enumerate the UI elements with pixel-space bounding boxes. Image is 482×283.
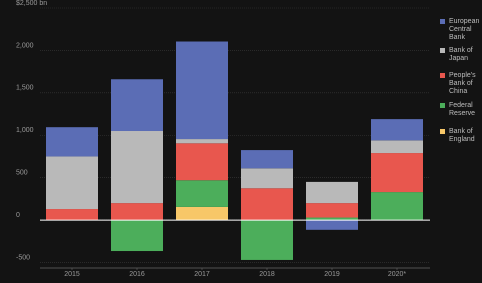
legend-swatch <box>440 19 445 24</box>
legend-item: Federal Reserve <box>440 102 482 118</box>
y-tick-label: 500 <box>16 170 28 177</box>
bar-segment <box>111 79 163 132</box>
bar-segment <box>176 41 228 140</box>
y-tick-label: -500 <box>16 254 30 261</box>
legend-label: People's Bank of China <box>449 72 476 95</box>
bar-segment <box>46 209 98 221</box>
bar-segment <box>306 220 358 230</box>
x-tick-label: 2016 <box>129 271 145 278</box>
bar-segment <box>111 203 163 221</box>
bar-segment <box>241 168 293 189</box>
legend-swatch <box>440 103 445 108</box>
bar-segment <box>111 131 163 204</box>
legend-label: European Central Bank <box>449 18 480 41</box>
bar-segment <box>176 206 228 221</box>
y-tick-label: 1,500 <box>16 85 34 92</box>
legend-swatch <box>440 129 445 134</box>
y-tick-label: 1,000 <box>16 127 34 134</box>
bar-segment <box>46 127 98 157</box>
bar-segment <box>371 153 423 193</box>
bar-segment <box>46 156 98 210</box>
bar-segment <box>371 140 423 154</box>
bar-segment <box>306 217 358 221</box>
legend-item: European Central Bank <box>440 18 482 42</box>
legend-item: People's Bank of China <box>440 72 482 96</box>
legend-item: Bank of England <box>440 128 482 144</box>
bar-segment <box>371 192 423 221</box>
x-tick-label: 2017 <box>194 271 210 278</box>
bar-segment <box>176 143 228 181</box>
bar-segment <box>241 150 293 169</box>
x-tick-label: 2020* <box>388 271 407 278</box>
legend-label: Federal Reserve <box>449 102 476 117</box>
x-tick-label: 2018 <box>259 271 275 278</box>
bar-segment <box>241 220 293 260</box>
bar-segment <box>306 181 358 204</box>
x-tick-label: 2019 <box>324 271 340 278</box>
bar-segment <box>111 220 163 252</box>
legend-label: Bank of England <box>449 128 475 143</box>
y-tick-label: 2,000 <box>16 42 34 49</box>
x-tick-label: 2015 <box>64 271 80 278</box>
legend-swatch <box>440 48 445 53</box>
y-tick-label: 0 <box>16 212 20 219</box>
bar-segment <box>176 180 228 207</box>
legend-swatch <box>440 73 445 78</box>
bar-segment <box>371 119 423 141</box>
bar-segment <box>241 188 293 221</box>
bar-segment <box>176 139 228 144</box>
legend-label: Bank of Japan <box>449 47 473 62</box>
bar-segment <box>306 203 358 218</box>
y-tick-label: $2,500 bn <box>16 0 47 7</box>
legend-item: Bank of Japan <box>440 47 482 63</box>
